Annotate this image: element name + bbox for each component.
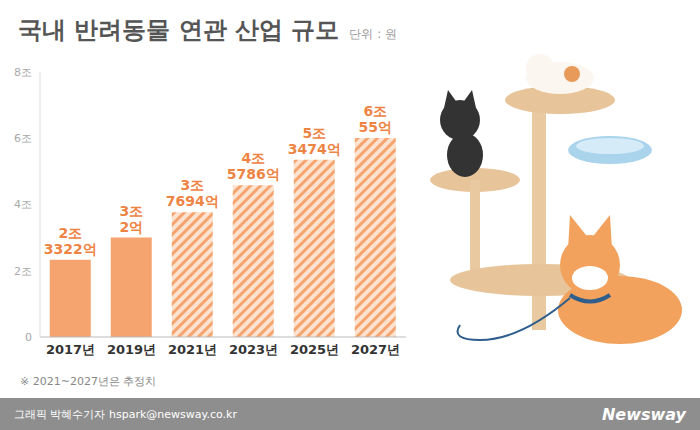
svg-text:2017년: 2017년 (46, 342, 95, 357)
svg-text:3조7694억: 3조7694억 (166, 177, 219, 209)
svg-text:8조: 8조 (14, 66, 32, 79)
svg-text:2019년: 2019년 (107, 342, 156, 357)
svg-text:2조: 2조 (14, 265, 32, 278)
svg-text:2025년: 2025년 (290, 342, 339, 357)
svg-text:4조: 4조 (14, 198, 32, 211)
svg-text:3조2억: 3조2억 (119, 203, 143, 235)
svg-text:5조3474억: 5조3474억 (288, 125, 341, 157)
svg-text:0: 0 (25, 331, 32, 344)
html-text:국내 반려동물 연관 산업 규모 단위 : 원: 국내 반려동물 연관 산업 규모 단위 : 원 (18, 16, 398, 44)
html-text:그래픽 박혜수기자 hspark@newsway.co.kr: 그래픽 박혜수기자 hspark@newsway.co.kr (14, 407, 237, 421)
svg-text:6조: 6조 (14, 132, 32, 145)
svg-text:2027년: 2027년 (351, 342, 400, 357)
html-text:Newsway: Newsway (601, 404, 686, 424)
html-text:※ 2021~2027년은 추정치: ※ 2021~2027년은 추정치 (20, 375, 157, 388)
svg-text:2023년: 2023년 (229, 342, 278, 357)
svg-text:2조3322억: 2조3322억 (44, 225, 97, 257)
svg-text:4조5786억: 4조5786억 (227, 150, 280, 182)
svg-text:2021년: 2021년 (168, 342, 217, 357)
svg-text:6조55억: 6조55억 (359, 103, 392, 135)
